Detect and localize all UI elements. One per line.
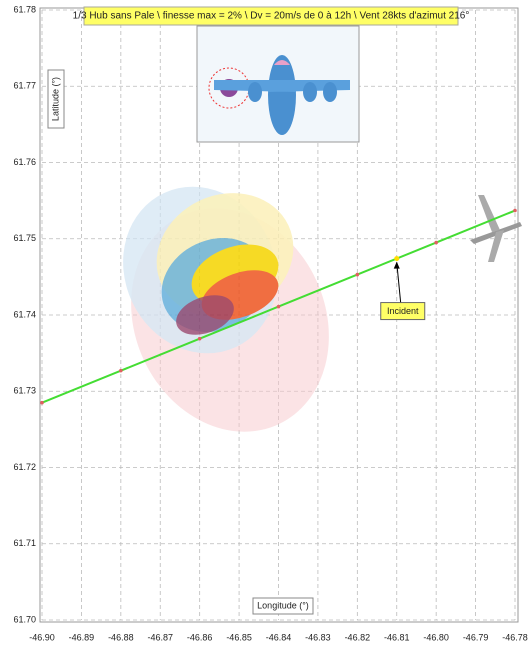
y-axis-label: Latitude (°) — [50, 77, 60, 121]
x-tick-label: -46.78 — [502, 632, 528, 642]
inset-image — [196, 25, 360, 143]
y-tick-label: 61.75 — [13, 233, 36, 243]
track-point — [355, 272, 360, 277]
annotation-box — [380, 302, 426, 321]
aircraft-icon — [470, 195, 522, 262]
x-tick-label: -46.80 — [423, 632, 449, 642]
y-label-box — [47, 69, 65, 129]
marks: Incident — [40, 208, 517, 405]
track-point — [40, 400, 44, 405]
y-tick-label: 61.76 — [13, 157, 36, 167]
track-point — [434, 240, 438, 245]
y-tick-label: 61.70 — [13, 614, 36, 624]
annotation-label: Incident — [387, 306, 419, 316]
y-tick-label: 61.78 — [13, 4, 36, 14]
track-point — [276, 304, 281, 309]
y-tick-label: 61.77 — [13, 81, 36, 91]
x-axis-label: Longitude (°) — [257, 600, 309, 610]
x-tick-label: -46.82 — [345, 632, 371, 642]
dispersion-cloud — [123, 186, 329, 432]
annotation-arrow — [396, 262, 402, 304]
track-point — [119, 368, 123, 373]
title-box — [83, 6, 459, 26]
x-tick-label: -46.87 — [147, 632, 173, 642]
x-label-box — [252, 597, 314, 615]
x-tick-label: -46.90 — [29, 632, 55, 642]
x-tick-label: -46.89 — [69, 632, 95, 642]
x-tick-label: -46.86 — [187, 632, 213, 642]
y-tick-label: 61.72 — [13, 462, 36, 472]
x-tick-label: -46.84 — [266, 632, 292, 642]
y-tick-label: 61.71 — [13, 538, 36, 548]
y-tick-label: 61.73 — [13, 386, 36, 396]
x-tick-label: -46.79 — [463, 632, 489, 642]
annotation-arrowhead — [393, 261, 400, 269]
x-tick-label: -46.83 — [305, 632, 331, 642]
track-point — [513, 208, 517, 213]
x-tick-label: -46.88 — [108, 632, 134, 642]
y-tick-label: 61.74 — [13, 309, 36, 319]
incident-point — [394, 256, 400, 262]
x-tick-label: -46.85 — [226, 632, 252, 642]
x-tick-label: -46.81 — [384, 632, 410, 642]
track-point — [197, 336, 202, 341]
chart-title: 1/3 Hub sans Pale \ finesse max = 2% \ D… — [73, 11, 470, 22]
